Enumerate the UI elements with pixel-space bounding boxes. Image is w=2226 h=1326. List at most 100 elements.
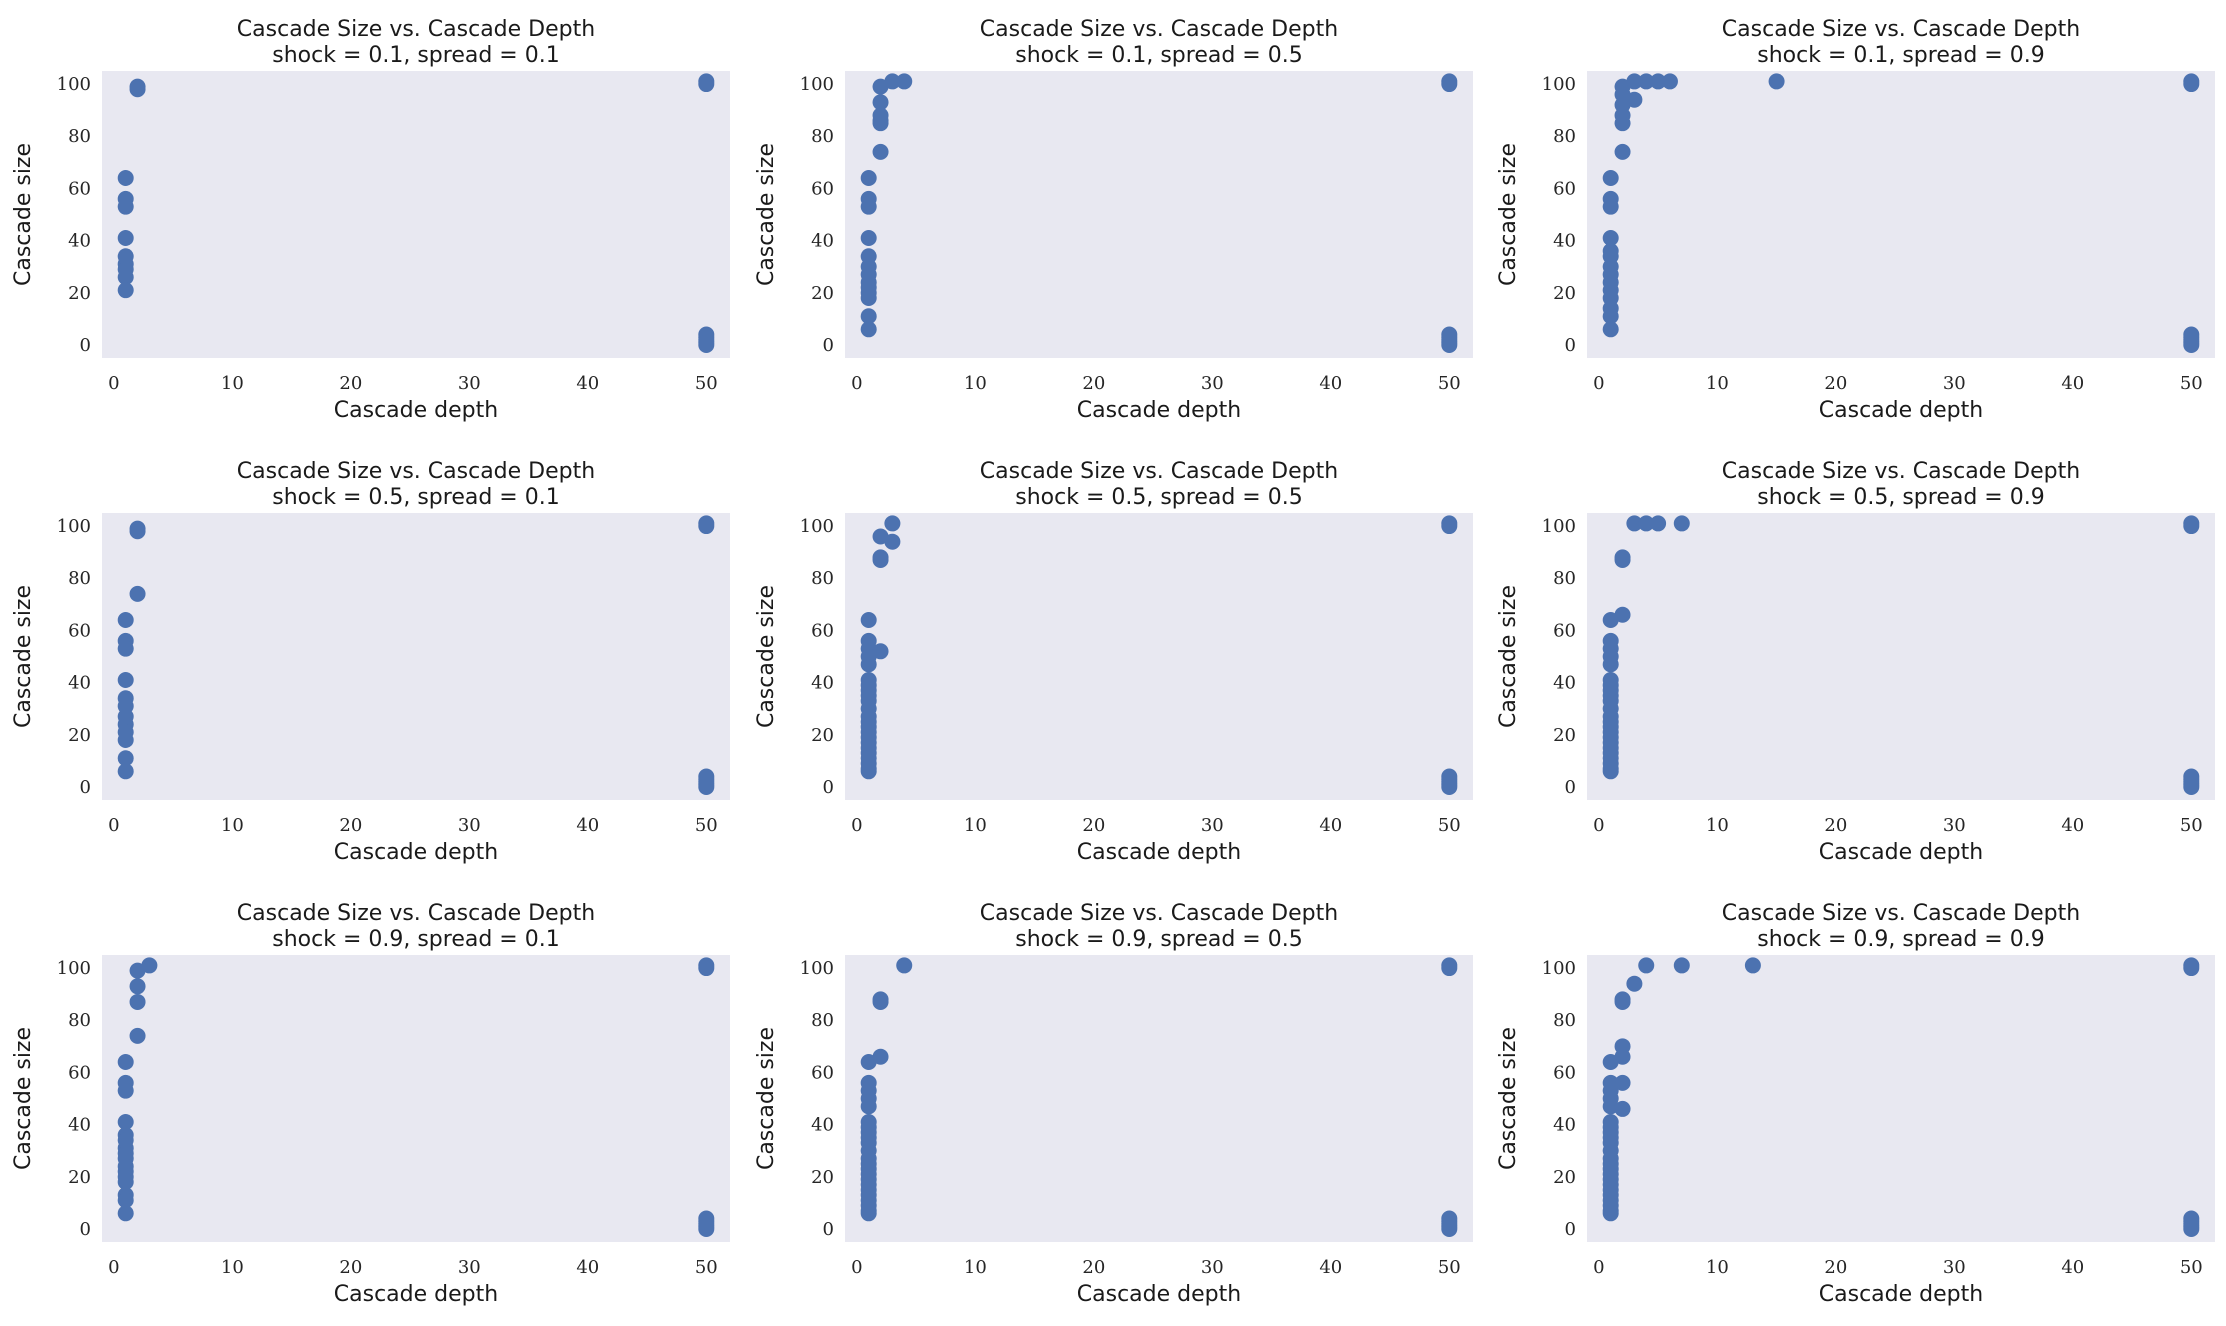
y-tick-label: 40 bbox=[68, 1115, 91, 1136]
data-point bbox=[872, 551, 889, 568]
data-point bbox=[1602, 198, 1619, 215]
data-point bbox=[860, 763, 877, 780]
chart-subtitle: shock = 0.1, spread = 0.9 bbox=[1757, 43, 2044, 68]
data-point bbox=[1650, 73, 1667, 90]
y-tick-label: 0 bbox=[80, 1219, 91, 1240]
data-point bbox=[872, 115, 889, 132]
plot-area bbox=[845, 955, 1473, 1242]
data-point bbox=[129, 585, 146, 602]
data-point bbox=[117, 1173, 134, 1190]
x-tick-label: 0 bbox=[108, 1257, 119, 1278]
data-point bbox=[896, 73, 913, 90]
y-tick-label: 0 bbox=[80, 777, 91, 798]
y-tick-label: 100 bbox=[1542, 958, 1576, 979]
data-point bbox=[1441, 76, 1458, 93]
x-tick-label: 0 bbox=[108, 815, 119, 836]
data-point bbox=[1744, 957, 1761, 974]
data-point bbox=[1602, 763, 1619, 780]
y-tick-label: 20 bbox=[68, 1167, 91, 1188]
y-tick-label: 60 bbox=[811, 620, 834, 641]
data-point bbox=[1614, 993, 1631, 1010]
data-point bbox=[860, 169, 877, 186]
y-tick-label: 40 bbox=[811, 673, 834, 694]
y-tick-label: 60 bbox=[68, 620, 91, 641]
y-tick-label: 20 bbox=[68, 725, 91, 746]
data-point bbox=[1614, 143, 1631, 160]
plot-area bbox=[102, 513, 730, 800]
y-tick-label: 100 bbox=[57, 958, 91, 979]
y-tick-label: 0 bbox=[823, 777, 834, 798]
data-point bbox=[1626, 73, 1643, 90]
y-tick-label: 100 bbox=[57, 74, 91, 95]
y-tick-label: 100 bbox=[1542, 74, 1576, 95]
chart-subtitle: shock = 0.1, spread = 0.5 bbox=[1015, 43, 1302, 68]
plot-area bbox=[102, 955, 730, 1242]
data-point bbox=[117, 282, 134, 299]
y-axis-label: Cascade size bbox=[1496, 585, 1521, 728]
x-tick-label: 30 bbox=[1201, 373, 1224, 394]
data-point bbox=[884, 533, 901, 550]
chart-title: Cascade Size vs. Cascade Depth bbox=[980, 459, 1338, 484]
data-point bbox=[117, 1113, 134, 1130]
data-point bbox=[117, 640, 134, 657]
chart-subtitle: shock = 0.9, spread = 0.9 bbox=[1757, 927, 2044, 952]
data-point bbox=[1768, 73, 1785, 90]
data-point bbox=[872, 993, 889, 1010]
plot-area bbox=[845, 71, 1473, 358]
data-point bbox=[860, 289, 877, 306]
chart-subtitle: shock = 0.9, spread = 0.5 bbox=[1015, 927, 1302, 952]
y-tick-label: 20 bbox=[811, 1167, 834, 1188]
y-tick-label: 80 bbox=[1553, 126, 1576, 147]
data-point bbox=[117, 229, 134, 246]
x-tick-label: 30 bbox=[1201, 815, 1224, 836]
x-tick-label: 30 bbox=[458, 815, 481, 836]
data-point bbox=[860, 611, 877, 628]
x-tick-label: 40 bbox=[2061, 373, 2084, 394]
x-tick-label: 0 bbox=[108, 373, 119, 394]
y-axis-label: Cascade size bbox=[754, 143, 779, 286]
x-tick-label: 40 bbox=[576, 373, 599, 394]
y-tick-label: 0 bbox=[823, 335, 834, 356]
data-point bbox=[1673, 957, 1690, 974]
plot-area bbox=[102, 71, 730, 358]
y-tick-label: 80 bbox=[811, 568, 834, 589]
data-point bbox=[117, 1082, 134, 1099]
x-tick-label: 10 bbox=[1706, 815, 1729, 836]
data-point bbox=[884, 515, 901, 532]
data-point bbox=[860, 198, 877, 215]
y-tick-label: 0 bbox=[1565, 1219, 1576, 1240]
data-point bbox=[884, 73, 901, 90]
data-point bbox=[1441, 960, 1458, 977]
chart-subtitle: shock = 0.5, spread = 0.5 bbox=[1015, 485, 1302, 510]
y-axis-label: Cascade size bbox=[11, 143, 36, 286]
x-axis-label: Cascade depth bbox=[1819, 398, 1983, 423]
data-point bbox=[1626, 515, 1643, 532]
chart-title: Cascade Size vs. Cascade Depth bbox=[980, 17, 1338, 42]
data-point bbox=[1602, 308, 1619, 325]
x-tick-label: 40 bbox=[576, 815, 599, 836]
y-tick-label: 20 bbox=[811, 283, 834, 304]
data-point bbox=[1614, 115, 1631, 132]
data-point bbox=[2183, 1220, 2200, 1237]
y-tick-label: 20 bbox=[1553, 283, 1576, 304]
y-axis-label: Cascade size bbox=[754, 1027, 779, 1170]
x-tick-label: 40 bbox=[1319, 815, 1342, 836]
chart-title: Cascade Size vs. Cascade Depth bbox=[1722, 459, 2080, 484]
y-tick-label: 80 bbox=[1553, 568, 1576, 589]
y-tick-label: 20 bbox=[811, 725, 834, 746]
y-axis-label: Cascade size bbox=[1496, 143, 1521, 286]
data-point bbox=[1441, 518, 1458, 535]
x-tick-label: 20 bbox=[1082, 815, 1105, 836]
data-point bbox=[117, 750, 134, 767]
data-point bbox=[1614, 1048, 1631, 1065]
y-tick-label: 100 bbox=[800, 958, 834, 979]
